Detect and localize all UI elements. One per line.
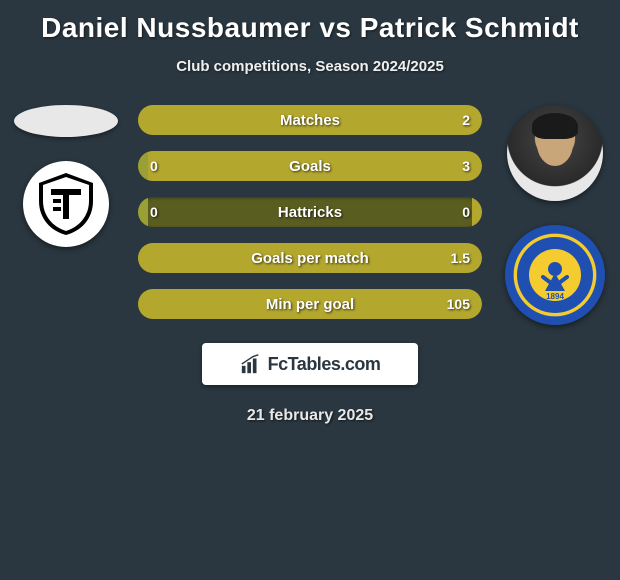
stat-value-right: 0 (462, 197, 470, 227)
stat-value-left: 0 (150, 197, 158, 227)
player-photo-placeholder-left (14, 105, 118, 137)
logo-text: FcTables.com (268, 354, 381, 375)
stat-bar-row: Matches2 (138, 105, 482, 135)
page-title: Daniel Nussbaumer vs Patrick Schmidt (0, 0, 620, 44)
shield-icon (31, 169, 101, 239)
bar-chart-icon (240, 353, 262, 375)
club-badge-right: 1894 (505, 225, 605, 325)
stat-label: Goals (138, 151, 482, 181)
stat-label: Goals per match (138, 243, 482, 273)
badge-year: 1894 (546, 292, 564, 301)
stat-label: Matches (138, 105, 482, 135)
right-player-column: 1894 (497, 105, 612, 325)
stat-value-right: 1.5 (451, 243, 470, 273)
stat-label: Hattricks (138, 197, 482, 227)
stat-value-right: 3 (462, 151, 470, 181)
stat-value-right: 105 (447, 289, 470, 319)
club-badge-left (23, 161, 109, 247)
player-photo-right (507, 105, 603, 201)
stat-label: Min per goal (138, 289, 482, 319)
stat-bars: Matches2Goals03Hattricks00Goals per matc… (138, 105, 482, 335)
date-text: 21 february 2025 (0, 407, 620, 425)
stat-value-left: 0 (150, 151, 158, 181)
fctables-logo[interactable]: FcTables.com (202, 343, 418, 385)
stat-bar-row: Hattricks0 0 (138, 197, 482, 227)
left-player-column (8, 105, 123, 247)
comparison-area: 1894 Matches2Goals03Hattricks00Goals per… (0, 105, 620, 335)
club-crest-icon: 1894 (515, 235, 595, 315)
subtitle: Club competitions, Season 2024/2025 (0, 58, 620, 75)
stat-bar-row: Min per goal105 (138, 289, 482, 319)
stat-bar-row: Goals per match1.5 (138, 243, 482, 273)
stat-value-right: 2 (462, 105, 470, 135)
stat-bar-row: Goals0 3 (138, 151, 482, 181)
